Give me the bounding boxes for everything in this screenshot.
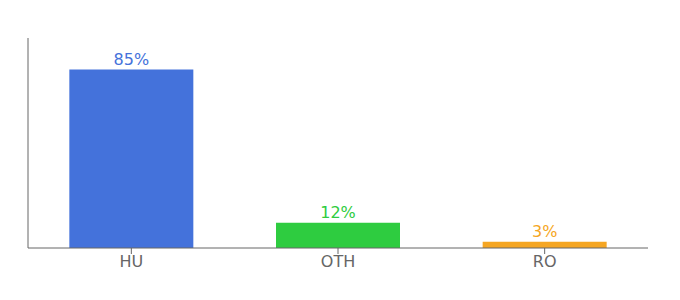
svg-text:12%: 12% [320,203,356,222]
svg-text:85%: 85% [114,50,150,69]
svg-text:RO: RO [533,252,557,271]
svg-text:HU: HU [119,252,143,271]
svg-text:OTH: OTH [321,252,355,271]
svg-text:3%: 3% [532,222,557,241]
